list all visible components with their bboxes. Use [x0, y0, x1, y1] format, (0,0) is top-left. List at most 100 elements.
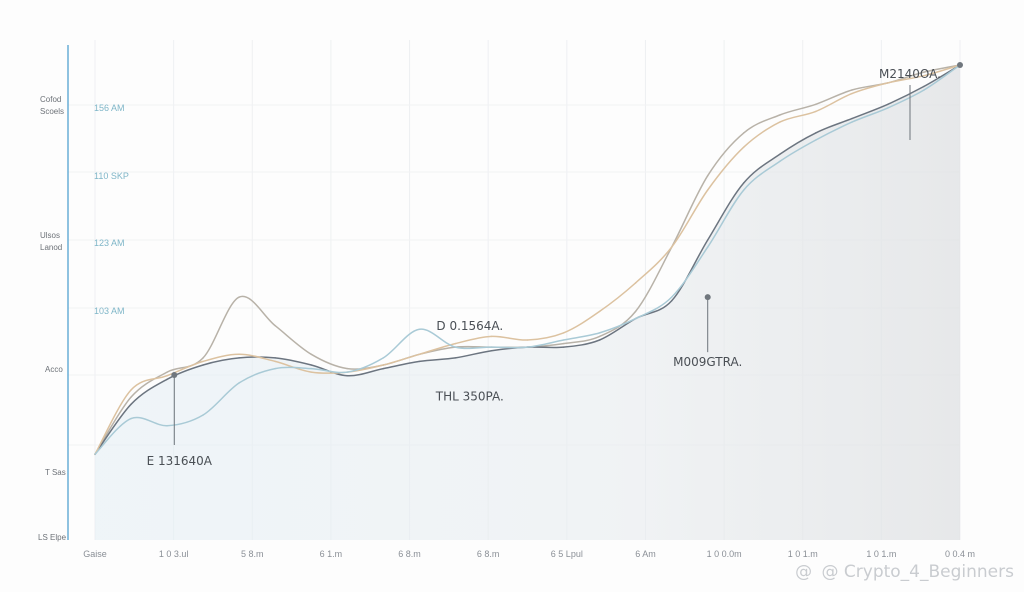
x-tick-label: 0 0.4 m: [945, 549, 975, 559]
at-icon: @: [795, 562, 813, 582]
data-point: [310, 371, 313, 373]
x-tick-label: 6 8.m: [398, 549, 421, 559]
data-point: [706, 189, 709, 191]
data-point: [490, 346, 493, 348]
marker-label: M009GTRA.: [673, 355, 742, 369]
data-point: [634, 317, 637, 320]
data-point: [598, 310, 601, 313]
data-point: [454, 346, 457, 348]
x-tick-label: 6 5 Lpul: [551, 549, 583, 559]
data-point: [454, 357, 457, 359]
marker-dot: [171, 372, 178, 378]
data-point: [130, 396, 132, 398]
data-point: [887, 103, 889, 106]
watermark-text: @ Crypto_4_Beginners: [821, 562, 1015, 582]
data-point: [887, 107, 889, 109]
data-point: [202, 360, 204, 363]
data-point: [815, 132, 817, 134]
data-point: [166, 371, 168, 373]
chart-markers: E 131640A M009GTRA. M2140OA.: [147, 62, 963, 468]
watermark: @ @ Crypto_4_Beginners: [795, 562, 1014, 582]
data-point: [562, 342, 565, 345]
data-point: [238, 353, 240, 356]
left-axis-label: Lanod: [40, 243, 62, 252]
data-point: [274, 367, 277, 370]
data-point: [598, 332, 601, 334]
data-point: [526, 339, 529, 341]
data-point: [815, 139, 817, 141]
data-point: [130, 417, 132, 420]
data-point: [706, 246, 709, 248]
data-point: [778, 153, 781, 156]
data-point: [130, 403, 132, 406]
data-point: [382, 367, 385, 370]
x-tick-labels: Gaise 1 0 3.ul 5 8.m 6 1.m 6 8.m 6 8.m 6 5 Lpu…: [83, 549, 975, 559]
data-point: [706, 239, 709, 241]
data-point: [851, 89, 853, 91]
data-point: [490, 349, 493, 352]
data-point: [238, 382, 240, 384]
data-point: [923, 89, 925, 91]
left-axis-label: Acco: [45, 365, 63, 374]
data-point: [851, 92, 853, 95]
x-tick-label: 1 0 1.m: [788, 549, 818, 559]
data-point: [382, 364, 385, 366]
y-tick-label: 123 AM: [94, 238, 125, 248]
y-tick-label: 103 AM: [94, 306, 125, 316]
data-point: [310, 364, 313, 366]
x-tick-label: 6 1.m: [320, 549, 343, 559]
left-axis-label: Cofod: [40, 95, 61, 104]
x-tick-label: 1 0 1.m: [866, 549, 896, 559]
data-point: [742, 132, 745, 134]
y-tick-label: 156 AM: [94, 103, 125, 113]
area-fill: [95, 65, 960, 540]
data-point: [742, 189, 745, 191]
data-point: [418, 353, 421, 356]
data-point: [923, 74, 925, 77]
left-axis-label: Scoels: [40, 107, 64, 116]
marker-dot: [957, 62, 963, 68]
data-point: [490, 335, 493, 338]
data-point: [778, 121, 781, 123]
chart-series-group: [94, 64, 961, 456]
chart-area-fill: [95, 65, 960, 540]
data-point: [346, 374, 349, 377]
data-point: [274, 357, 277, 359]
data-point: [670, 296, 673, 298]
data-point: [166, 424, 168, 427]
data-point: [778, 114, 781, 116]
x-tick-label: 1 0 3.ul: [159, 549, 189, 559]
chart-annotation: THL 350PA.: [435, 390, 504, 404]
x-tick-label: Gaise: [83, 549, 107, 559]
chart-annotation: D 0.1564A.: [436, 319, 503, 333]
left-axis-label: T Sas: [45, 468, 66, 477]
data-point: [166, 378, 168, 381]
data-point: [310, 367, 313, 370]
data-point: [418, 360, 421, 363]
data-point: [562, 346, 565, 348]
data-point: [815, 103, 817, 106]
marker-label: E 131640A: [147, 454, 213, 468]
x-tick-label: 1 0 0.0m: [707, 549, 742, 559]
data-point: [454, 342, 457, 345]
left-axis-label: LS Elpe: [38, 533, 67, 542]
data-point: [274, 324, 277, 327]
data-point: [526, 346, 529, 348]
x-tick-label: 6 8.m: [477, 549, 500, 559]
data-point: [598, 335, 601, 338]
data-point: [778, 160, 781, 163]
data-point: [418, 328, 421, 331]
data-point: [742, 182, 745, 184]
left-axis-label: Ulsos: [40, 231, 60, 240]
data-point: [202, 357, 204, 359]
data-point: [562, 332, 565, 334]
data-point: [202, 364, 204, 366]
data-point: [851, 117, 853, 120]
data-point: [742, 146, 745, 148]
data-point: [851, 121, 853, 123]
x-tick-label: 6 Am: [635, 549, 656, 559]
data-point: [346, 371, 349, 373]
data-point: [202, 414, 204, 416]
y-tick-labels: 156 AM 110 SKP 123 AM 103 AM: [94, 103, 129, 316]
